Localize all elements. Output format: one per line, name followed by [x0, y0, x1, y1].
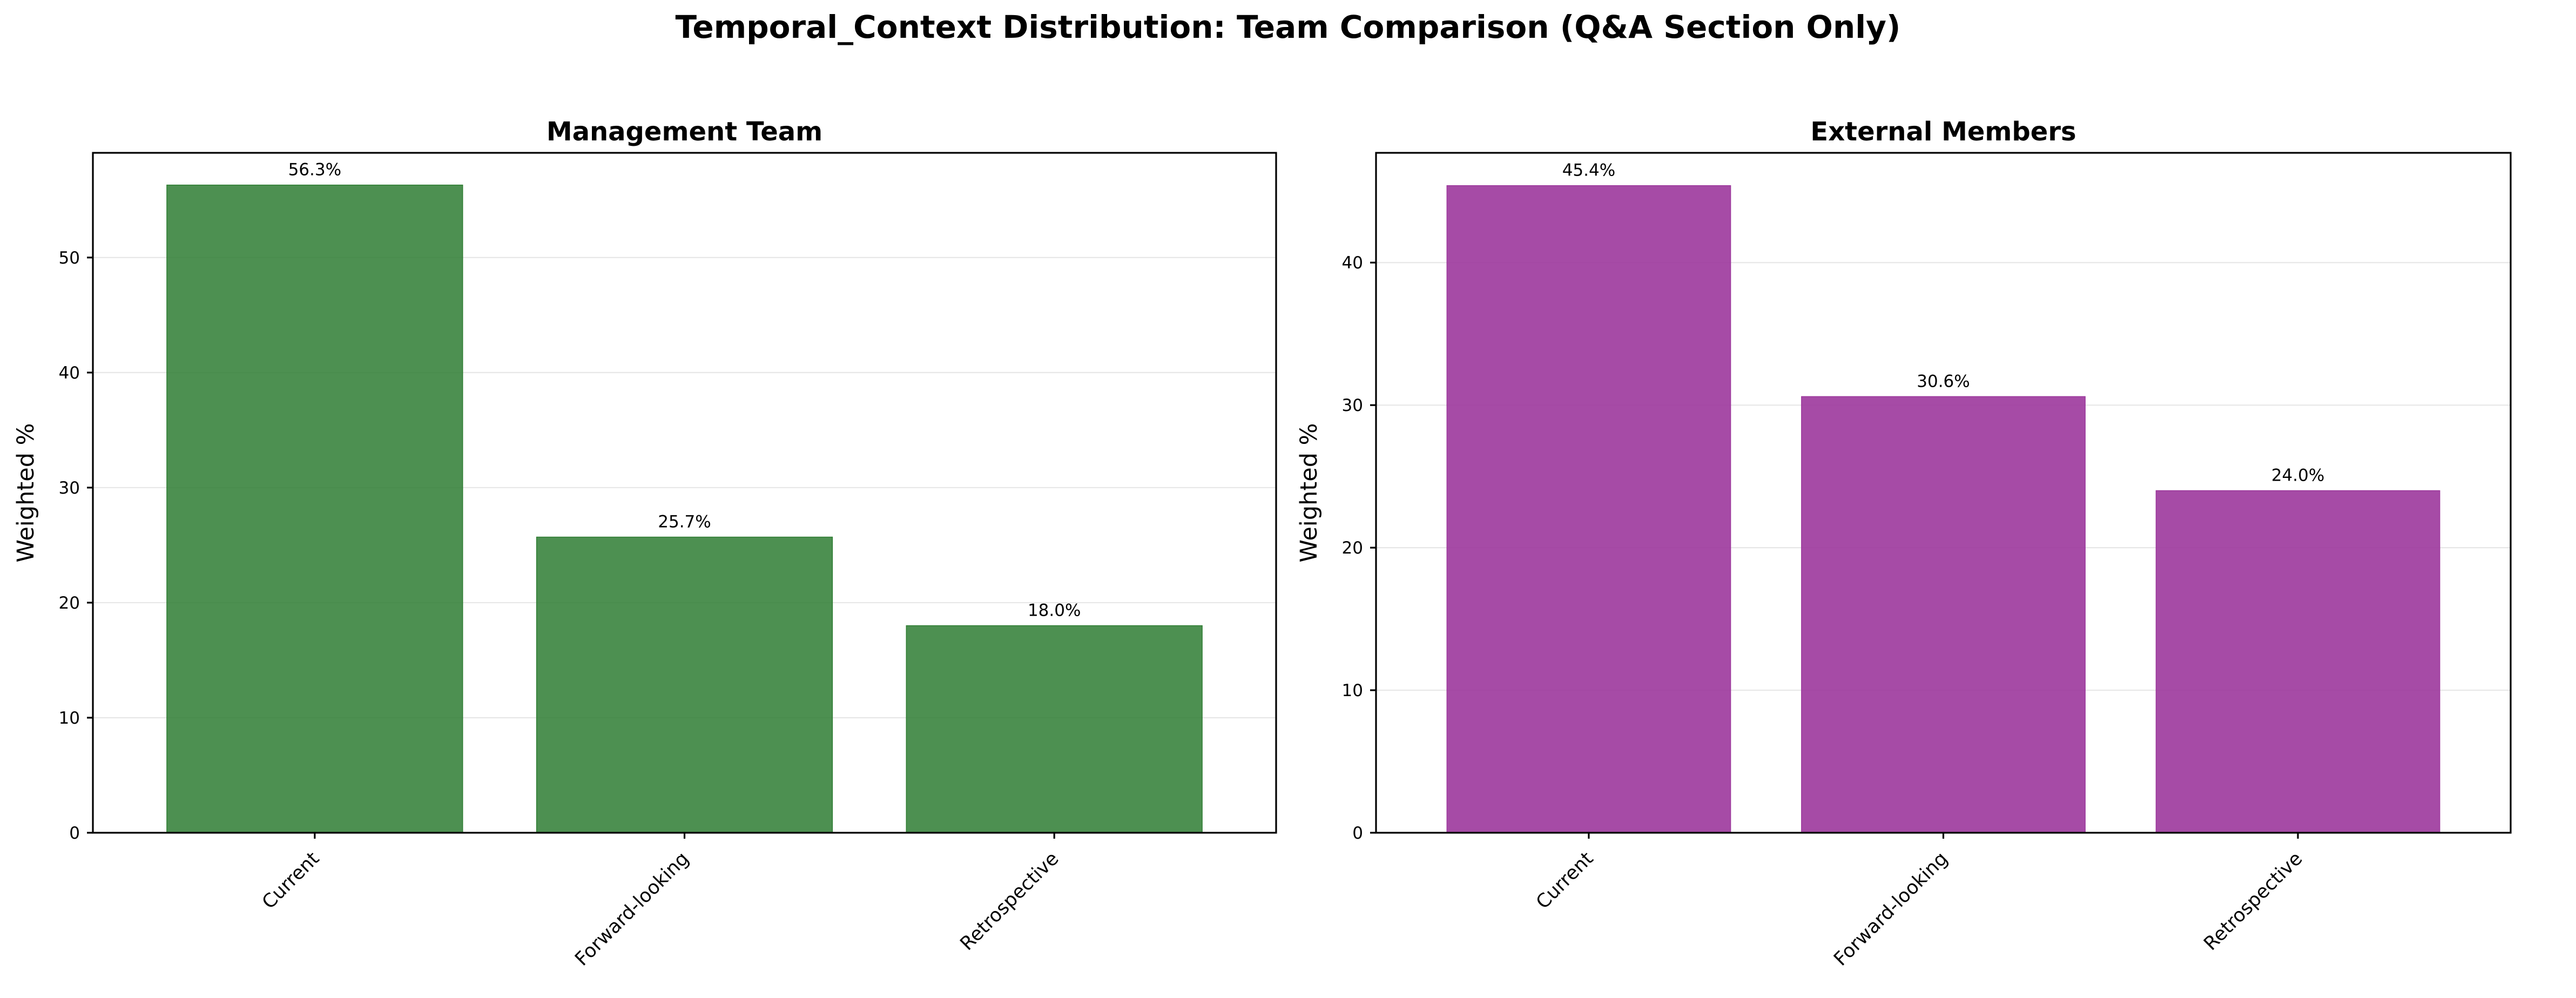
management-bar-label-forward-looking: 25.7%	[658, 513, 711, 532]
management-bar-retrospective	[906, 625, 1203, 833]
external-bar-label-retrospective: 24.0%	[2271, 466, 2324, 485]
management-bar-forward-looking	[536, 536, 833, 833]
management-ytick-label-4: 40	[59, 363, 80, 383]
management-ytick-label-3: 30	[59, 478, 80, 498]
management-bar-label-retrospective: 18.0%	[1028, 601, 1081, 621]
external-ytick-label-0: 0	[1352, 824, 1363, 843]
external-ytick-label-2: 20	[1342, 538, 1363, 558]
external-bar-current	[1446, 185, 1731, 833]
external-bar-forward-looking	[1801, 396, 2086, 833]
external-ytick-label-1: 10	[1342, 681, 1363, 700]
management-bar-current	[166, 184, 463, 833]
external-ytick-label-4: 40	[1342, 253, 1363, 273]
management-bar-label-current: 56.3%	[288, 160, 341, 180]
management-ytick-label-5: 50	[59, 248, 80, 268]
external-y-axis-label: Weighted %	[1296, 423, 1323, 562]
management-ytick-label-2: 20	[59, 594, 80, 613]
external-bar-label-current: 45.4%	[1562, 161, 1615, 180]
external-bar-retrospective	[2155, 490, 2440, 833]
external-panel-title: External Members	[1810, 117, 2076, 147]
figure-title: Temporal_Context Distribution: Team Comp…	[676, 9, 1901, 45]
external-bar-label-forward-looking: 30.6%	[1917, 372, 1970, 391]
external-ytick-label-3: 30	[1342, 396, 1363, 415]
management-ytick-label-0: 0	[69, 824, 80, 843]
management-y-axis-label: Weighted %	[12, 423, 39, 562]
management-panel-title: Management Team	[547, 117, 822, 147]
management-ytick-label-1: 10	[59, 709, 80, 728]
